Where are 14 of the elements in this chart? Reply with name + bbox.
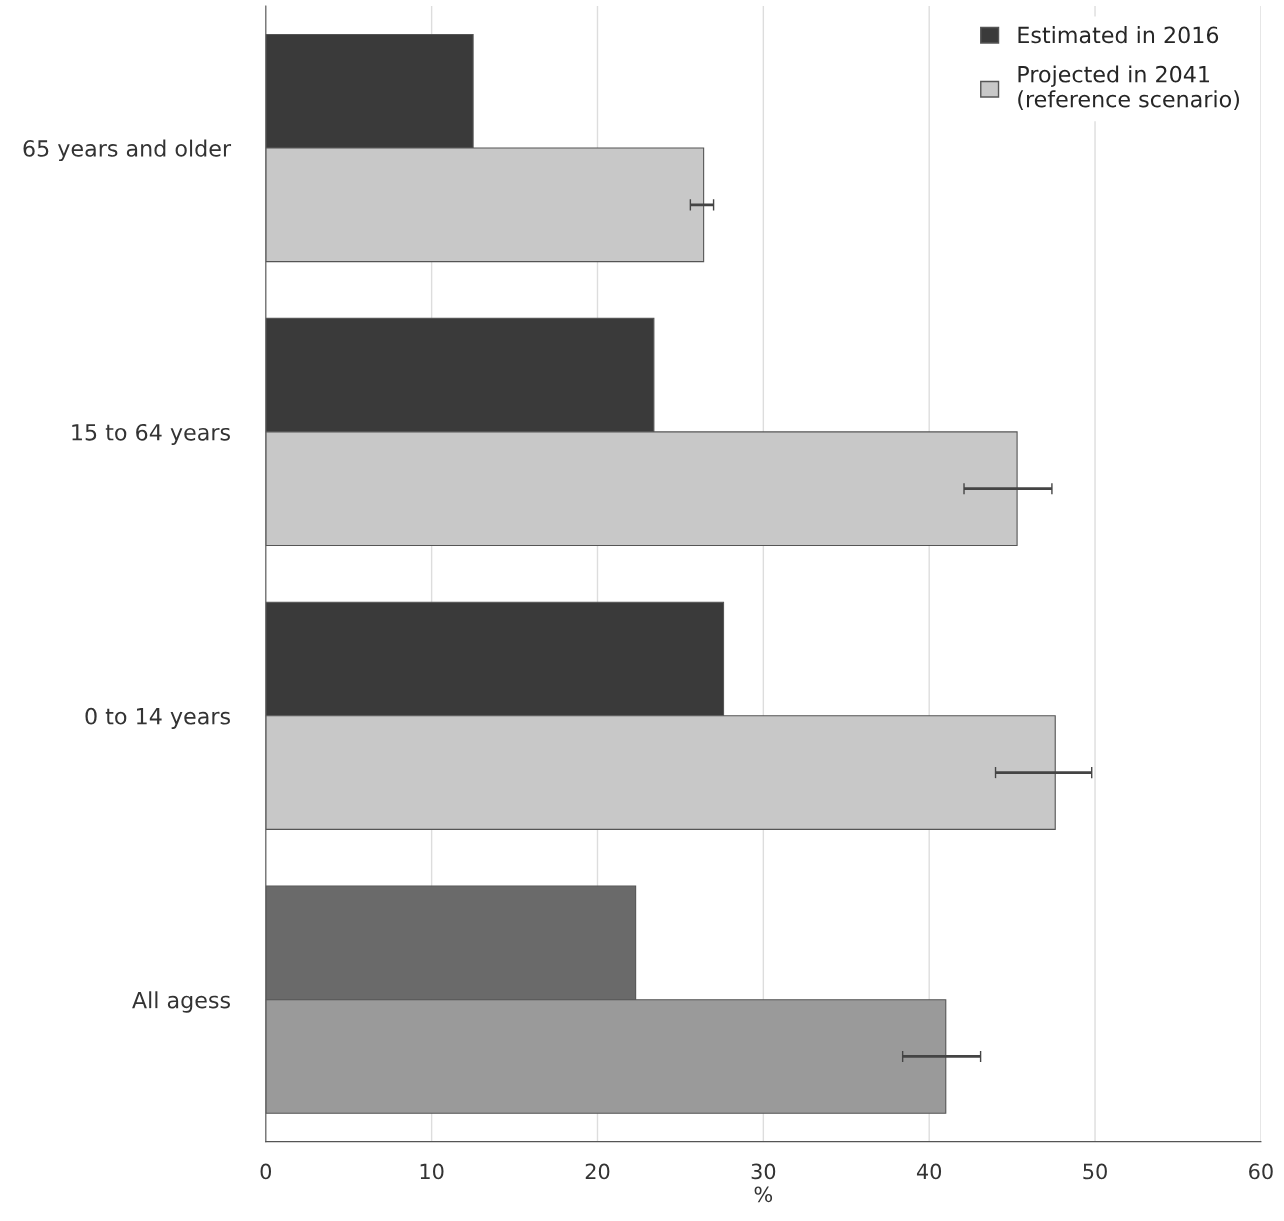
x-tick-label: 30: [751, 1163, 776, 1180]
legend-label: Projected in 2041 (reference scenario): [1018, 65, 1239, 111]
x-tick-label: 50: [1083, 1163, 1107, 1180]
x-tick-label: 60: [1249, 1163, 1273, 1180]
y-tick-label: 0 to 14 years: [85, 707, 230, 729]
x-tick-label: 40: [916, 1163, 942, 1180]
legend-label: Estimated in 2016: [1018, 26, 1219, 44]
y-tick-label: 15 to 64 years: [72, 423, 230, 445]
y-tick-label: All agess: [132, 991, 230, 1013]
y-tick-label: 65 years and older: [23, 139, 232, 162]
x-tick-label: 10: [420, 1163, 444, 1180]
x-tick-label: 20: [585, 1163, 610, 1180]
x-tick-label: 0: [260, 1163, 272, 1180]
x-axis-title: %: [754, 1186, 773, 1203]
